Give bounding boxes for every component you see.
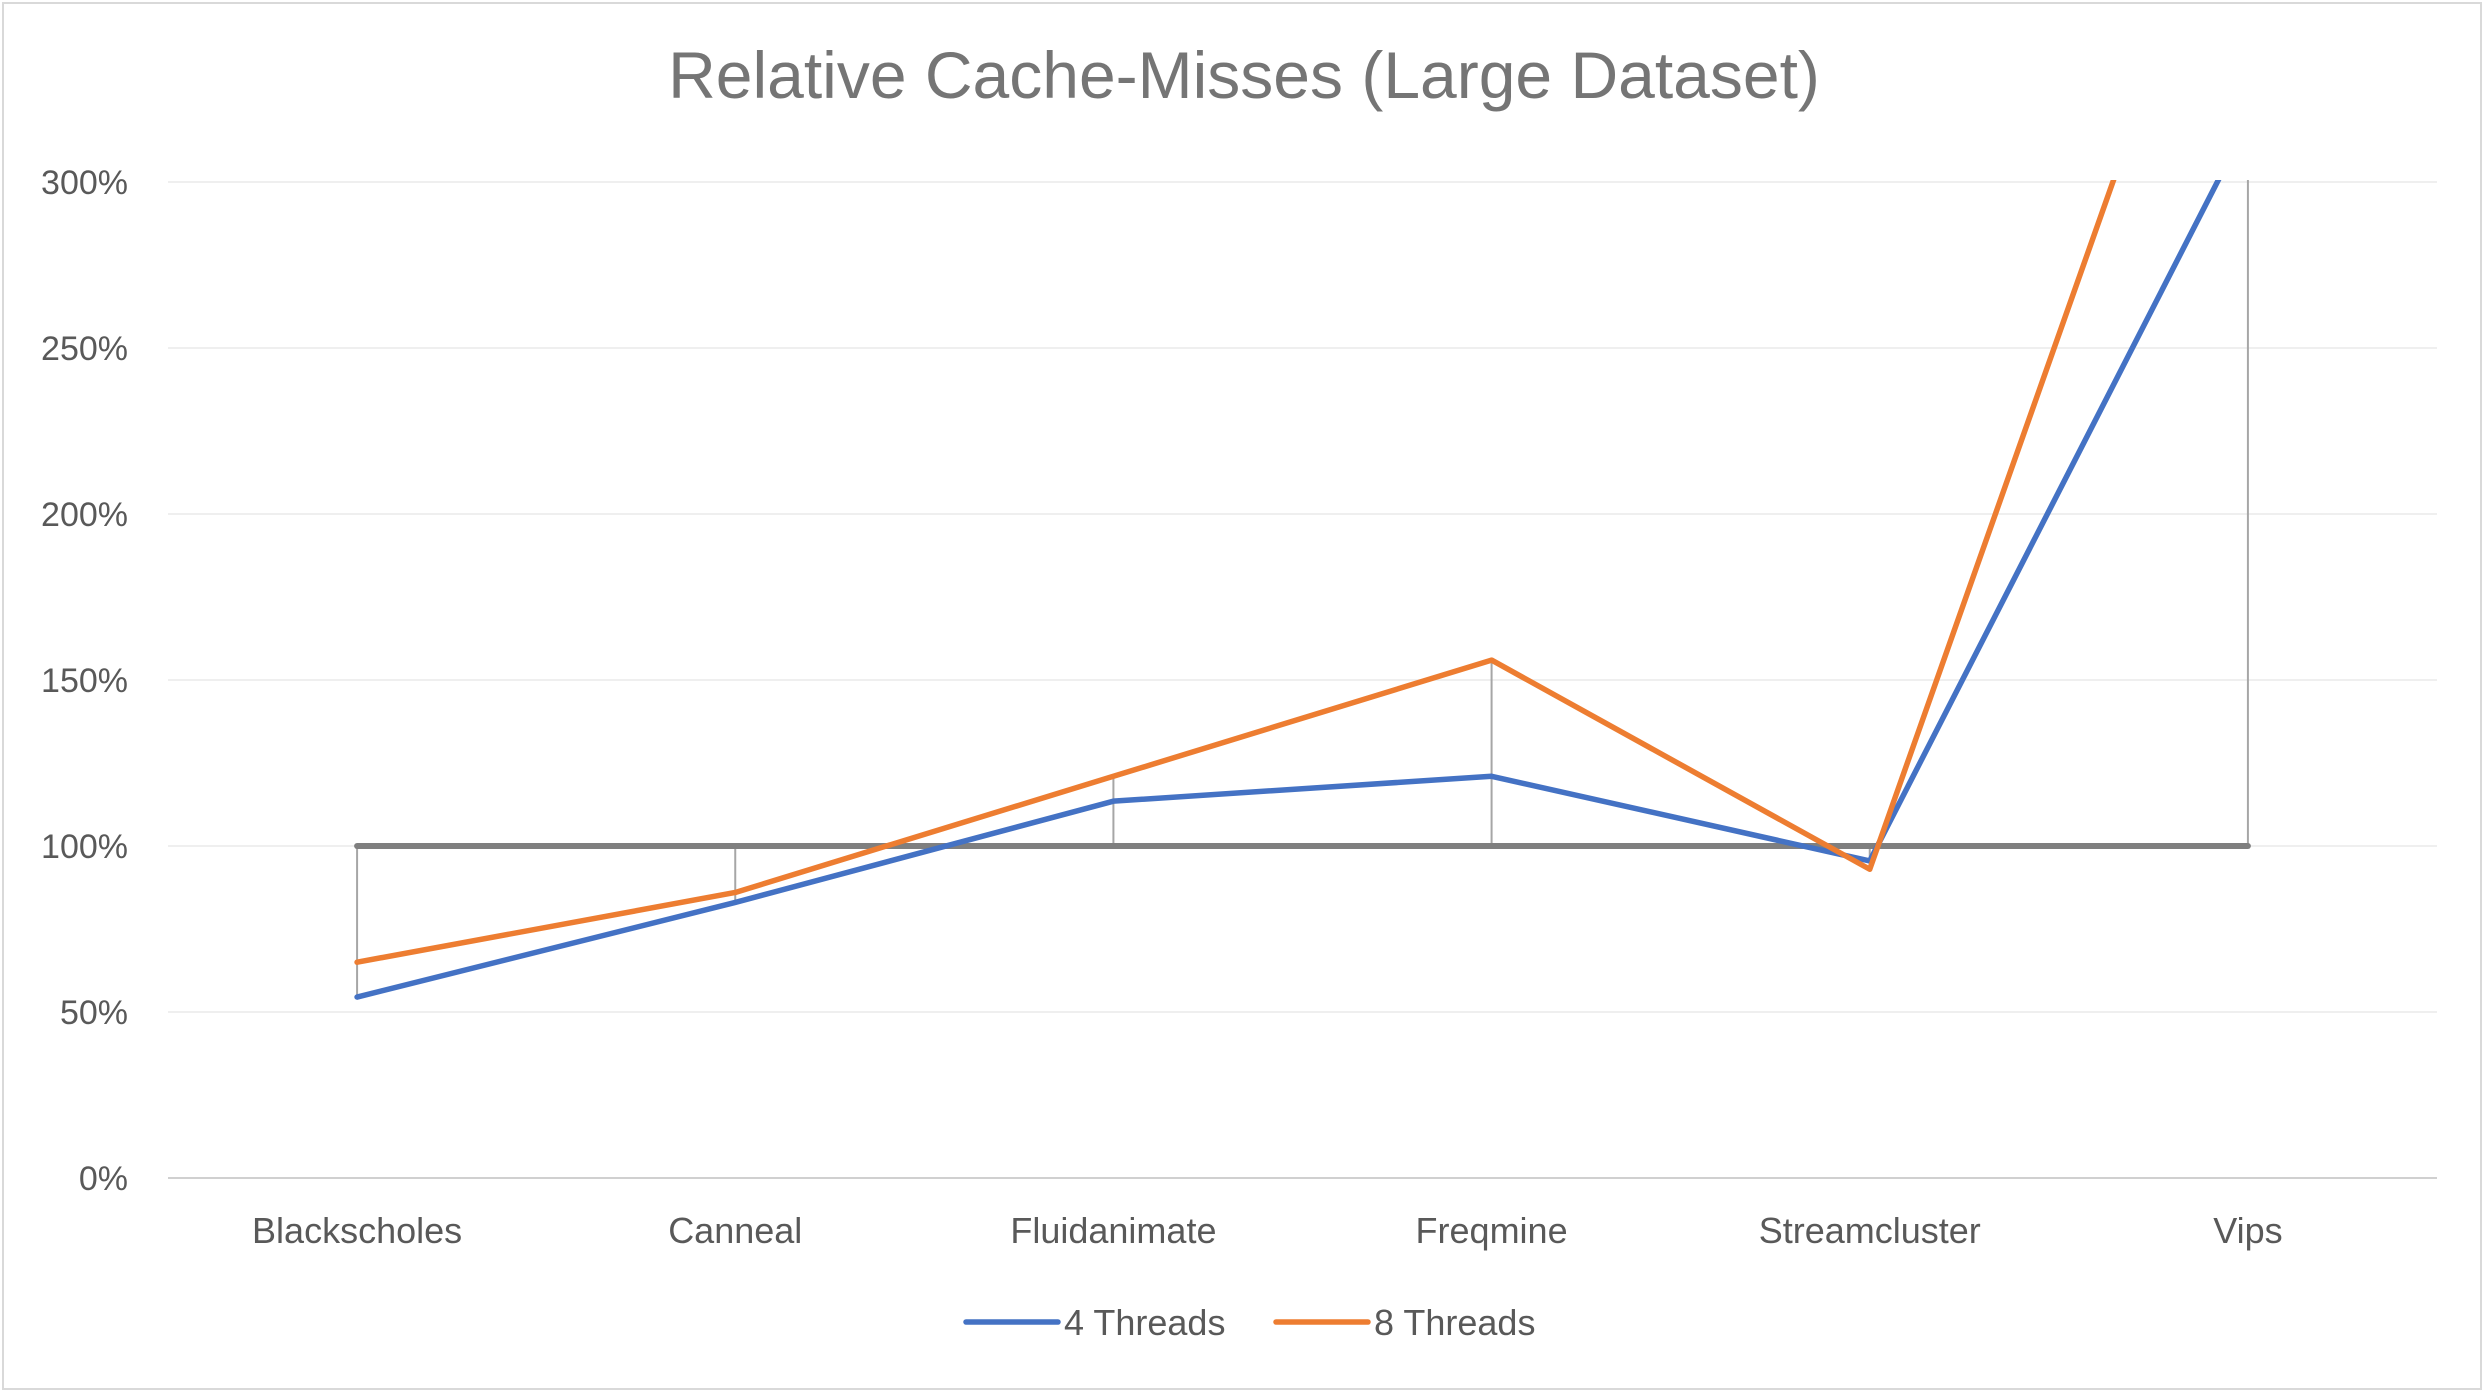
legend-label: 8 Threads xyxy=(1374,1302,1535,1343)
x-axis-ticks: Blackscholes Canneal Fluidanimate Freqmine S… xyxy=(252,1210,2283,1251)
y-tick-label: 100% xyxy=(41,828,128,866)
y-tick-label: 300% xyxy=(41,164,128,202)
x-tick-label: Streamcluster xyxy=(1759,1210,1981,1251)
y-axis-ticks: 0% 50% 100% 150% 200% 250% 300% xyxy=(41,164,128,1198)
series-line-2 xyxy=(354,180,2117,965)
y-tick-label: 50% xyxy=(60,994,128,1032)
x-tick-label: Canneal xyxy=(668,1210,802,1251)
x-tick-label: Vips xyxy=(2213,1210,2282,1251)
gridlines xyxy=(168,181,2437,1179)
series-line-1 xyxy=(354,180,2222,1000)
y-tick-label: 0% xyxy=(79,1160,128,1198)
x-tick-label: Blackscholes xyxy=(252,1210,462,1251)
x-tick-label: Freqmine xyxy=(1416,1210,1568,1251)
y-tick-label: 250% xyxy=(41,330,128,368)
x-tick-label: Fluidanimate xyxy=(1010,1210,1216,1251)
y-tick-label: 200% xyxy=(41,496,128,534)
legend-label: 4 Threads xyxy=(1064,1302,1225,1343)
legend: 4 Threads 8 Threads xyxy=(963,1302,1535,1343)
y-tick-label: 150% xyxy=(41,662,128,700)
chart-title: Relative Cache-Misses (Large Dataset) xyxy=(668,38,1820,112)
series-lines xyxy=(354,180,2222,1000)
